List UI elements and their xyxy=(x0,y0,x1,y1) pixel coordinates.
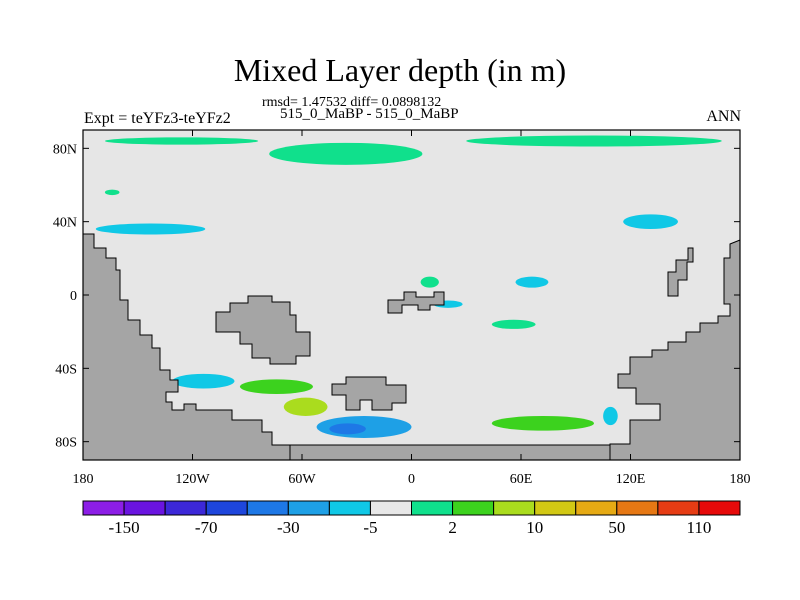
colorbar-labels: -150 -70 -30 -5 2 10 50 110 xyxy=(108,518,711,537)
colorbar-box xyxy=(287,500,330,516)
colorbar-label: 10 xyxy=(526,518,543,537)
y-tick-label: 0 xyxy=(70,289,77,304)
anomaly-patch-0 xyxy=(104,137,259,145)
anomaly-patch-16 xyxy=(172,373,235,389)
land-central-island xyxy=(387,291,445,314)
colorbar-box xyxy=(493,500,536,516)
y-tick-label: 80S xyxy=(55,436,77,451)
colorbar-box xyxy=(123,500,166,516)
y-axis-ticks: 80N 40N 0 40S 80S xyxy=(53,142,740,451)
anomaly-patch-1 xyxy=(269,142,423,165)
colorbar-box xyxy=(205,500,248,516)
land-east-continent xyxy=(609,239,741,461)
anomaly-patch-3 xyxy=(104,189,120,196)
experiment-label: Expt = teYFz3-teYFz2 xyxy=(84,110,231,127)
land-west-continent xyxy=(82,233,291,461)
colorbar-label: -30 xyxy=(277,518,300,537)
y-tick-label: 40N xyxy=(53,216,77,231)
chart-subtitle: 515_0_MaBP - 515_0_MaBP xyxy=(280,106,459,122)
colorbar-box xyxy=(369,500,412,516)
land-small-continent xyxy=(215,295,311,365)
colorbar-box xyxy=(616,500,659,516)
land-south-central xyxy=(331,376,407,411)
x-tick-label: 180 xyxy=(73,472,94,487)
colorbar-box xyxy=(411,500,454,516)
anomaly-patch-4 xyxy=(623,214,678,230)
colorbar-box xyxy=(657,500,700,516)
colorbar-box xyxy=(452,500,495,516)
colorbar-label: -5 xyxy=(363,518,377,537)
x-tick-label: 60W xyxy=(288,472,316,487)
colorbar-label: -150 xyxy=(108,518,139,537)
chart-title: Mixed Layer depth (in m) xyxy=(233,52,567,88)
colorbar-box xyxy=(575,500,618,516)
y-tick-label: 80N xyxy=(53,142,77,157)
anomaly-patch-15 xyxy=(603,406,618,426)
anomaly-patch-13 xyxy=(329,423,366,435)
season-label: ANN xyxy=(706,108,741,125)
stats-line: rmsd= 1.47532 diff= 0.0898132 xyxy=(262,95,442,110)
anomaly-patch-11 xyxy=(283,397,328,417)
anomaly-patch-7 xyxy=(420,276,439,288)
land-east-peninsula xyxy=(667,247,694,297)
colorbar-box xyxy=(698,500,741,516)
anomaly-patch-14 xyxy=(491,416,594,431)
colorbar-box xyxy=(246,500,289,516)
x-tick-label: 120W xyxy=(175,472,210,487)
colorbar-box xyxy=(164,500,207,516)
anomaly-patch-10 xyxy=(239,379,313,394)
anomaly-layer xyxy=(95,135,722,438)
colorbar-boxes xyxy=(82,500,741,516)
colorbar-label: -70 xyxy=(195,518,218,537)
y-tick-label: 40S xyxy=(55,362,77,377)
anomaly-patch-5 xyxy=(95,223,206,235)
x-tick-label: 0 xyxy=(408,472,415,487)
anomaly-patch-6 xyxy=(515,276,549,288)
x-axis-ticks: 180 120W 60W 0 60E 120E 180 xyxy=(73,130,751,487)
x-tick-label: 180 xyxy=(730,472,751,487)
x-tick-label: 120E xyxy=(616,472,646,487)
x-tick-label: 60E xyxy=(510,472,533,487)
colorbar-box xyxy=(82,500,125,516)
colorbar-label: 2 xyxy=(448,518,457,537)
colorbar-label: 110 xyxy=(687,518,712,537)
colorbar-box xyxy=(328,500,371,516)
colorbar-box xyxy=(534,500,577,516)
anomaly-patch-9 xyxy=(491,319,536,329)
land-masses xyxy=(82,233,741,461)
colorbar-label: 50 xyxy=(608,518,625,537)
anomaly-patch-2 xyxy=(466,135,722,147)
